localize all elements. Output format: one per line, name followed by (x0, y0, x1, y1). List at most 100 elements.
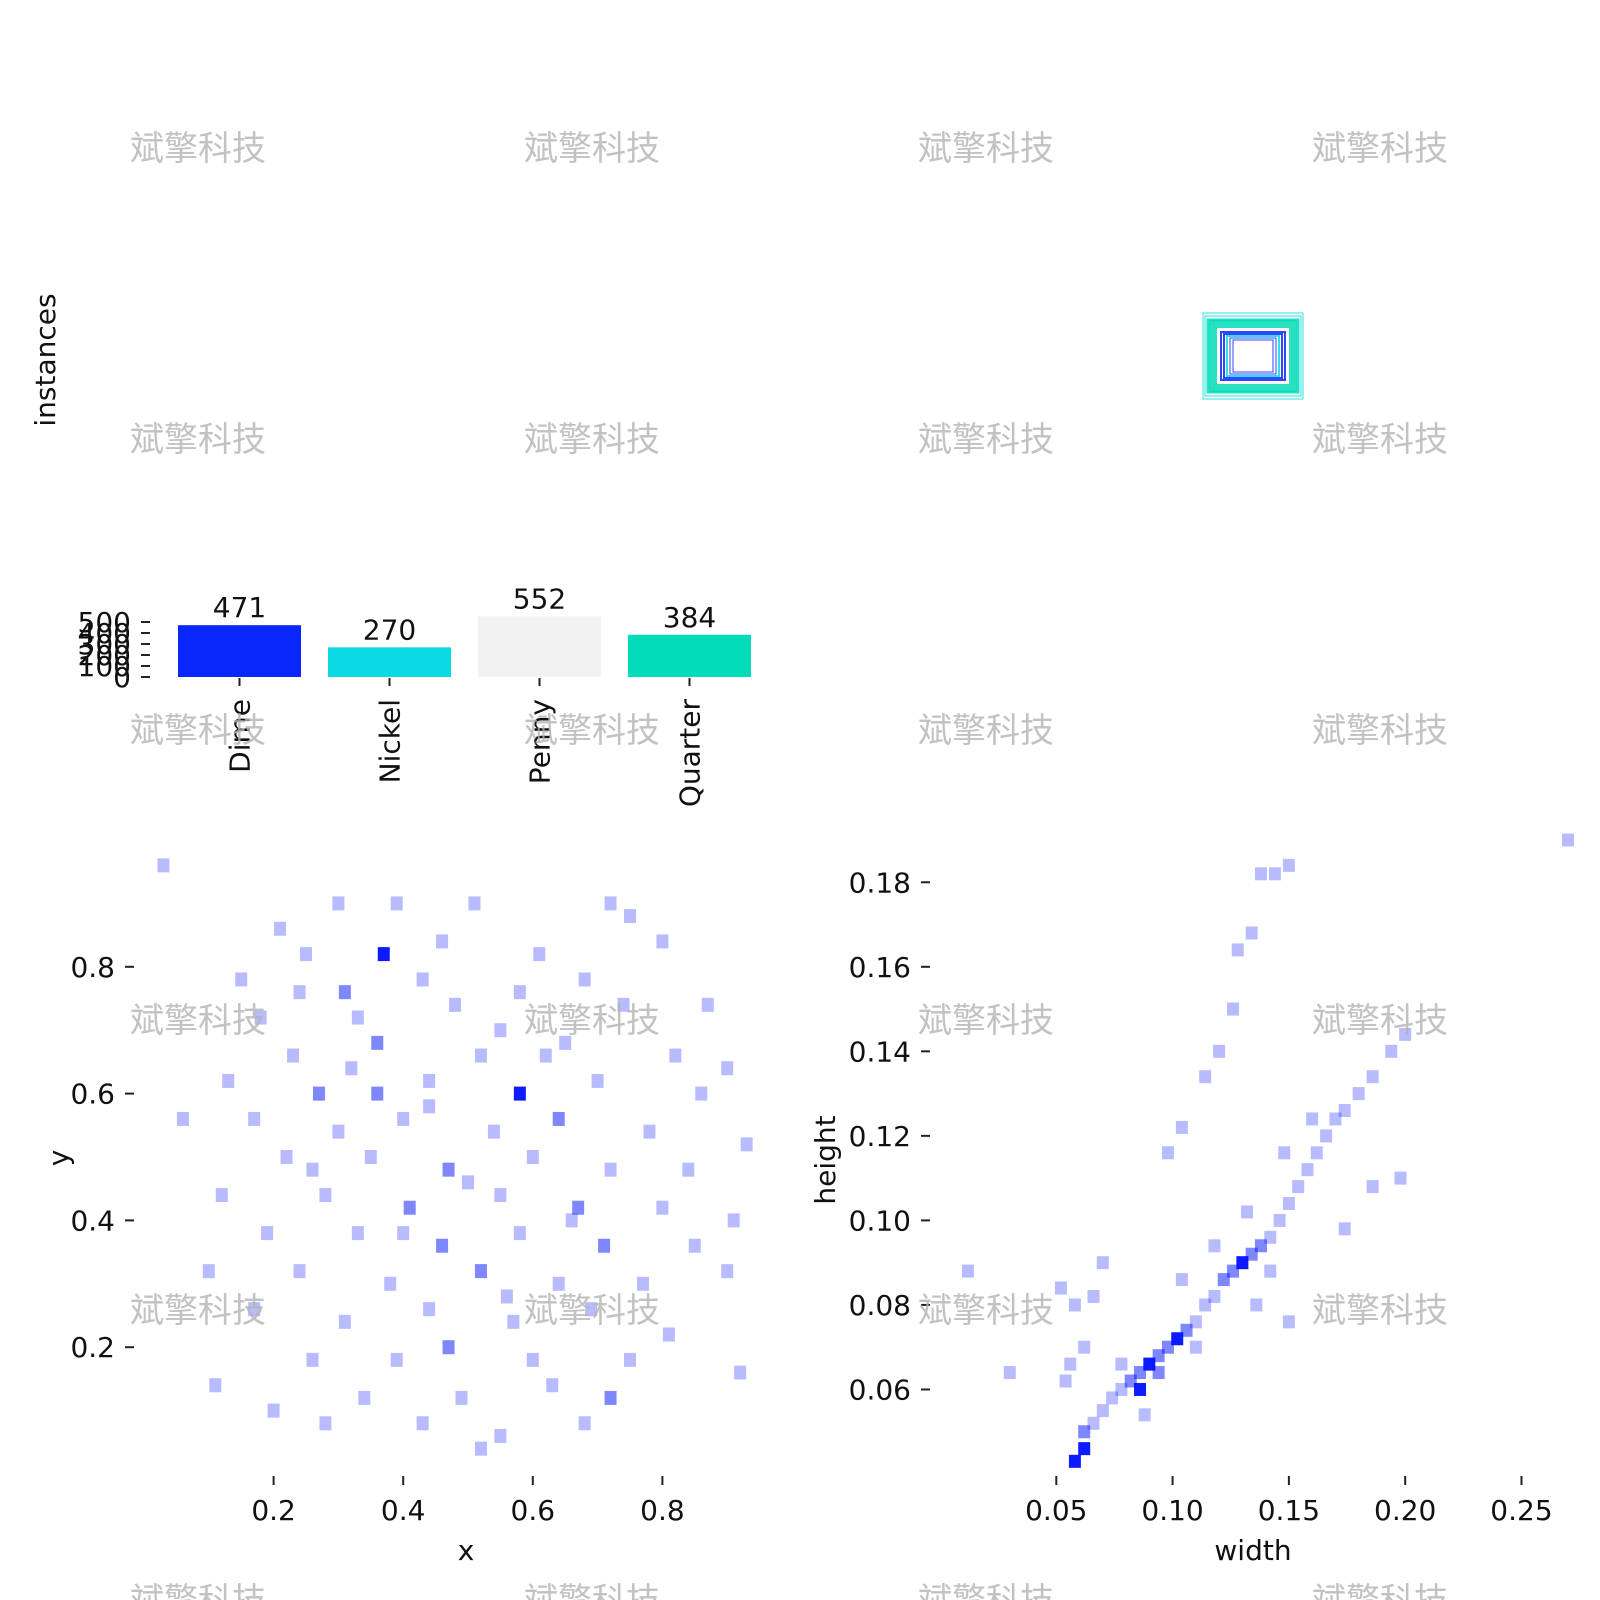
heatmap-cell (1078, 1442, 1091, 1456)
heatmap-cell (578, 1416, 591, 1431)
heatmap-cell (669, 1048, 682, 1063)
heatmap-cell (1227, 1264, 1240, 1278)
heatmap-cell (423, 1302, 436, 1317)
heatmap-cell (1115, 1382, 1128, 1396)
heatmap-cell (1208, 1289, 1221, 1303)
heatmap-cell (397, 1226, 410, 1241)
watermark-text: 斌擎科技 (130, 1581, 266, 1600)
heatmap-cell (1250, 1298, 1263, 1312)
width-height-heatmap: 0.05 0.10 0.15 0.20 0.25 0.06 0.08 0.10 0.12 0.14… (809, 833, 1574, 1567)
heatmap-cell (1199, 1298, 1212, 1312)
watermark-text: 斌擎科技 (1312, 1001, 1448, 1041)
y-tick-label: 0 (113, 661, 131, 694)
heatmap-cell (598, 1238, 611, 1253)
heatmap-cell (1310, 1146, 1323, 1160)
heatmap-cell (1366, 1180, 1379, 1194)
label-box (1223, 333, 1283, 379)
heatmap-cell (617, 997, 630, 1012)
bar-value-label: 384 (663, 601, 716, 634)
heatmap-cell (1268, 867, 1281, 881)
heatmap-cell (209, 1378, 222, 1393)
heatmap-cell (1254, 867, 1267, 881)
heatmap-cell (1329, 1112, 1342, 1126)
label-boxes-diagram (1202, 312, 1304, 400)
heatmap-cell (1161, 1146, 1174, 1160)
label-box (1226, 335, 1280, 377)
watermark-text: 斌擎科技 (524, 711, 660, 751)
watermark-text: 斌擎科技 (918, 1001, 1054, 1041)
heatmap-cell (1399, 1027, 1412, 1041)
heatmap-cell (1134, 1382, 1147, 1396)
heatmap-cell (1078, 1340, 1091, 1354)
heatmap-cell (526, 1352, 539, 1367)
label-box (1209, 320, 1297, 392)
watermark-text: 斌擎科技 (130, 129, 266, 169)
heatmap-cell (1059, 1374, 1072, 1388)
heatmap-cell (656, 1200, 669, 1215)
heatmap-cell (390, 896, 403, 911)
x-tick-label: 0.25 (1490, 1494, 1552, 1527)
xy-axes: 0.2 0.4 0.6 0.8 0.2 0.4 0.6 0.8 (70, 951, 684, 1527)
heatmap-cell (403, 1200, 416, 1215)
y-tick-label: 0.16 (849, 951, 911, 984)
heatmap-cell (202, 1264, 215, 1279)
watermark-text: 斌擎科技 (524, 1001, 660, 1041)
y-tick-label: 0.06 (849, 1373, 911, 1406)
heatmap-cell (1236, 1256, 1249, 1270)
label-box (1220, 331, 1286, 381)
heatmap-cell (1175, 1120, 1188, 1134)
heatmap-cell (961, 1264, 974, 1278)
heatmap-cell (624, 909, 636, 924)
heatmap-cell (1213, 1044, 1226, 1058)
heatmap-cell (261, 1226, 274, 1241)
heatmap-cell (436, 1238, 449, 1253)
heatmap-cell (416, 1416, 429, 1431)
heatmap-cell (695, 1086, 708, 1101)
heatmap-cell (1171, 1332, 1184, 1346)
y-tick-label: 100 (78, 650, 131, 683)
heatmap-cell (604, 1390, 617, 1405)
heatmap-cell (682, 1162, 695, 1177)
heatmap-cell (397, 1111, 410, 1126)
bar-x-axis: Dime Nickel Penny Quarter (224, 678, 707, 807)
heatmap-cell (1394, 1171, 1407, 1185)
x-tick-label: 0.15 (1258, 1494, 1320, 1527)
label-box (1229, 337, 1277, 375)
heatmap-cell (1264, 1230, 1277, 1244)
heatmap-cell (1124, 1374, 1137, 1388)
heatmap-cell (1273, 1213, 1286, 1227)
watermark-text: 斌擎科技 (524, 129, 660, 169)
watermark-text: 斌擎科技 (130, 711, 266, 751)
heatmap-cell (591, 1073, 604, 1088)
heatmap-cell (1138, 1408, 1151, 1422)
heatmap-cell (157, 858, 170, 873)
bar-series: 471 270 552 384 (178, 582, 751, 677)
heatmap-cell (624, 1352, 636, 1367)
heatmap-cell (1143, 1357, 1156, 1371)
heatmap-cell (332, 896, 345, 911)
heatmap-cell (474, 1441, 487, 1456)
heatmap-cell (287, 1048, 300, 1063)
heatmap-cell (1282, 1315, 1295, 1329)
heatmap-cell (507, 1314, 520, 1329)
heatmap-cell (1106, 1391, 1119, 1405)
heatmap-cell (604, 1162, 617, 1177)
heatmap-cell (513, 985, 526, 1000)
heatmap-cell (358, 1390, 371, 1405)
heatmap-cell (455, 1390, 468, 1405)
heatmap-cell (364, 1150, 377, 1164)
watermark-text: 斌擎科技 (1312, 1581, 1448, 1600)
heatmap-cell (565, 1213, 578, 1228)
xy-heatmap: 0.2 0.4 0.6 0.8 0.2 0.4 0.6 0.8 x y (42, 858, 753, 1567)
heatmap-cell (1208, 1239, 1221, 1253)
watermark-text: 斌擎科技 (918, 420, 1054, 460)
heatmap-cell (215, 1188, 228, 1203)
heatmap-cell (377, 947, 390, 962)
y-tick-label: 300 (78, 628, 131, 661)
heatmap-cell (1241, 1205, 1254, 1219)
x-tick-label: 0.2 (251, 1494, 296, 1527)
bar-quarter (628, 634, 751, 677)
heatmap-cell (312, 1086, 325, 1101)
x-tick-label: 0.8 (640, 1494, 685, 1527)
heatmap-cell (474, 1048, 487, 1063)
